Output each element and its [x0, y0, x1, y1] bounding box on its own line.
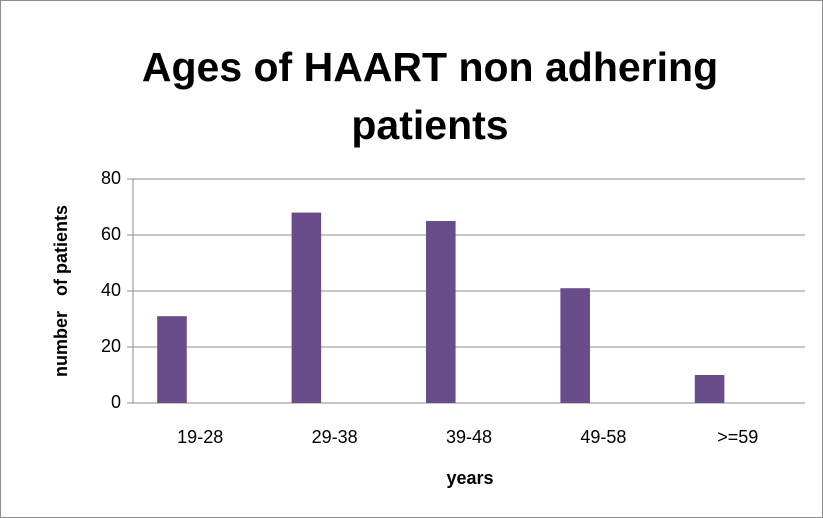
y-tick-label: 40: [101, 280, 121, 300]
y-tick-label: 0: [111, 392, 121, 412]
y-tick-label: 20: [101, 336, 121, 356]
y-tick-label: 80: [101, 168, 121, 188]
bar: [291, 212, 322, 403]
bar: [157, 316, 187, 403]
bar: [425, 221, 456, 403]
x-tick-label: 29-38: [312, 427, 358, 447]
x-tick-label: 19-28: [177, 427, 223, 447]
y-tick-label: 60: [101, 224, 121, 244]
bar: [694, 375, 725, 403]
x-tick-label: 39-48: [446, 427, 492, 447]
chart-title: Ages of HAART non adhering patients: [141, 44, 719, 148]
x-axis-label: years: [446, 468, 493, 488]
y-axis-label: number of patients: [51, 205, 71, 377]
bar: [560, 288, 590, 403]
x-tick-label: 49-58: [580, 427, 626, 447]
x-tick-label: >=59: [717, 427, 758, 447]
